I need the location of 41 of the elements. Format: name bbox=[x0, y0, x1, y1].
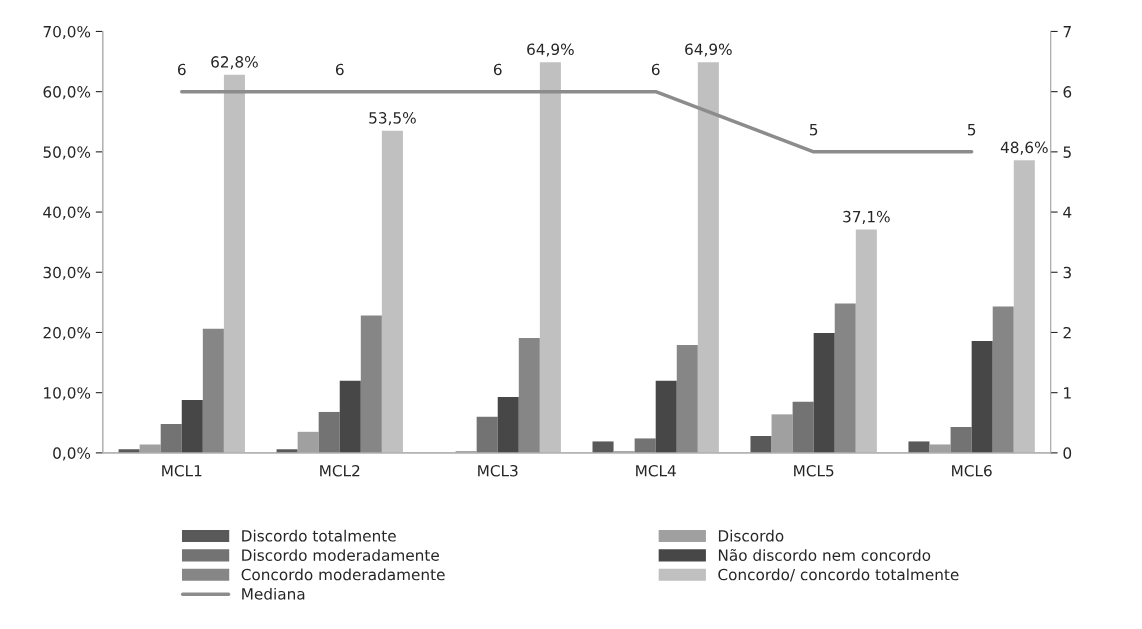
y-tick-label: 50,0% bbox=[43, 146, 91, 160]
data-label: 64,9% bbox=[527, 43, 574, 57]
x-tick-label: MCL4 bbox=[636, 464, 676, 477]
x-tick-label: MCL1 bbox=[162, 464, 202, 477]
y-tick-label: 10,0% bbox=[44, 387, 91, 401]
y-tick-label: 60,0% bbox=[43, 86, 91, 100]
data-label: 37,1% bbox=[843, 210, 890, 224]
y2-tick-label: 6 bbox=[1063, 86, 1072, 98]
y2-tick-label: 1 bbox=[1064, 387, 1071, 399]
x-tick-label: MCL5 bbox=[794, 464, 834, 477]
y2-tick-label: 7 bbox=[1063, 26, 1071, 38]
y2-tick-label: 4 bbox=[1063, 206, 1072, 218]
y-tick-label: 20,0% bbox=[43, 326, 91, 341]
y-tick-label: 0,0% bbox=[53, 447, 91, 461]
legend-label: Não discordo nem concordo bbox=[718, 548, 931, 561]
y2-tick-label: 5 bbox=[1063, 146, 1071, 158]
legend-label: Concordo moderadamente bbox=[241, 568, 445, 581]
x-tick-label: MCL3 bbox=[478, 464, 518, 477]
x-tick-label: MCL6 bbox=[952, 464, 992, 477]
data-label: 6 bbox=[493, 63, 502, 76]
data-label: 6 bbox=[335, 63, 344, 76]
y-tick-label: 40,0% bbox=[43, 206, 91, 220]
y2-tick-label: 2 bbox=[1063, 326, 1071, 339]
data-label: 53,5% bbox=[369, 112, 416, 126]
data-label: 6 bbox=[651, 63, 660, 76]
data-label: 62,8% bbox=[211, 56, 258, 70]
legend-label: Discordo bbox=[718, 529, 784, 542]
data-label: 48,6% bbox=[1000, 141, 1048, 155]
legend-label: Mediana bbox=[242, 587, 305, 600]
y-tick-label: 30,0% bbox=[43, 266, 91, 280]
data-label: 64,9% bbox=[685, 43, 732, 57]
legend-label: Concordo/ concordo totalmente bbox=[718, 568, 959, 582]
x-tick-label: MCL2 bbox=[320, 464, 360, 477]
y-tick-label: 70,0% bbox=[43, 25, 91, 40]
legend-label: Discordo totalmente bbox=[242, 529, 396, 542]
legend-label: Discordo moderadamente bbox=[242, 549, 439, 561]
data-label: 5 bbox=[809, 124, 818, 136]
data-label: 6 bbox=[177, 63, 186, 76]
data-label: 5 bbox=[967, 124, 976, 136]
y2-tick-label: 3 bbox=[1063, 266, 1071, 279]
y2-tick-label: 0 bbox=[1063, 447, 1072, 459]
